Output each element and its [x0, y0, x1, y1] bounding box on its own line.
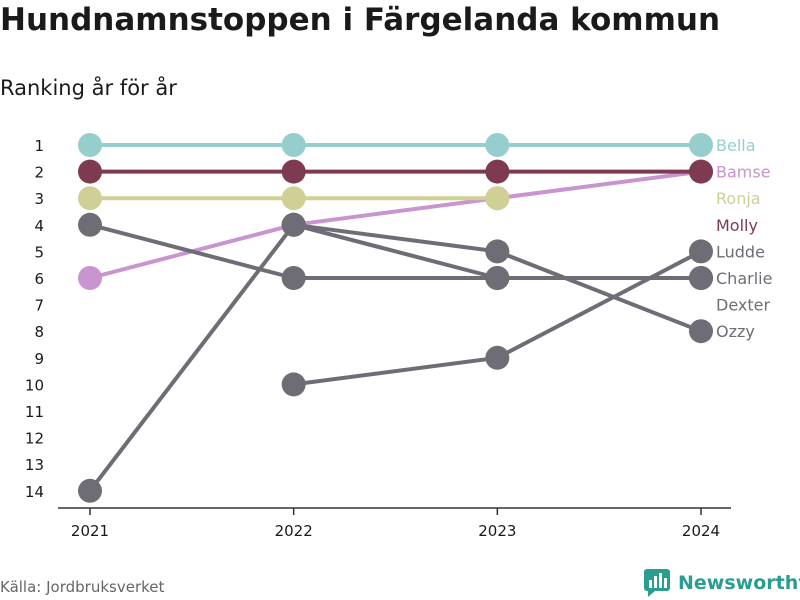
- y-tick-label: 6: [34, 270, 44, 288]
- chart-title: Hundnamnstoppen i Färgelanda kommun: [0, 2, 721, 38]
- data-point-bella: [689, 133, 713, 157]
- data-point-ludde: [281, 372, 306, 397]
- data-point-dexter: [689, 266, 713, 290]
- data-point-molly: [485, 159, 510, 184]
- series-label-ludde: Ludde: [716, 242, 765, 261]
- series-line-bamse: [495, 169, 703, 201]
- y-tick-label: 4: [34, 217, 44, 235]
- y-tick-label: 10: [25, 376, 44, 394]
- series-labels: Bella Bamse Ronja Molly Ludde Charlie Dexter Oz…: [716, 136, 772, 341]
- data-point-ozzy: [281, 212, 306, 237]
- y-tick-label: 9: [34, 350, 44, 368]
- data-point-dexter: [78, 478, 102, 503]
- series-line-dexter: [88, 222, 296, 493]
- data-point-bamse: [78, 266, 102, 290]
- series-lines: [88, 143, 703, 493]
- y-tick-label: 5: [34, 243, 44, 261]
- data-point-molly: [689, 159, 713, 184]
- data-point-ludde: [689, 239, 713, 264]
- x-tick-label: 2024: [682, 522, 720, 540]
- y-tick-label: 11: [25, 403, 44, 421]
- series-label-dexter: Dexter: [716, 296, 770, 315]
- data-point-charlie: [78, 212, 102, 237]
- chart-subtitle: Ranking år för år: [0, 76, 177, 100]
- series-points: [78, 133, 713, 503]
- source-note: Källa: Jordbruksverket: [0, 578, 165, 596]
- data-point-ronja: [485, 186, 510, 211]
- brand-name: Newsworthy: [678, 572, 800, 594]
- data-point-charlie: [281, 266, 306, 290]
- data-point-ronja: [78, 186, 102, 211]
- x-tick-label: 2022: [275, 522, 313, 540]
- series-label-bamse: Bamse: [716, 163, 771, 182]
- y-tick-label: 14: [25, 483, 44, 501]
- x-tick-label: 2023: [478, 522, 516, 540]
- data-point-molly: [281, 159, 306, 184]
- series-line-ozzy: [495, 249, 703, 334]
- data-point-ronja: [281, 186, 306, 211]
- newsworthy-icon: [644, 569, 670, 597]
- data-point-molly: [78, 159, 102, 184]
- y-tick-label: 7: [34, 297, 44, 315]
- x-tick-label: 2021: [71, 522, 109, 540]
- series-line-dexter: [291, 222, 500, 280]
- x-axis: 2021 2022 2023 2024: [58, 507, 731, 540]
- data-point-bella: [281, 133, 306, 157]
- data-point-ludde: [485, 345, 510, 370]
- y-tick-label: 8: [34, 323, 44, 341]
- y-tick-label: 13: [25, 456, 44, 474]
- series-line-bamse: [291, 196, 500, 227]
- y-tick-label: 12: [25, 430, 44, 448]
- y-tick-label: 1: [34, 137, 44, 155]
- y-tick-label: 3: [34, 190, 44, 208]
- data-point-bella: [78, 133, 102, 157]
- series-line-ludde: [495, 249, 703, 360]
- y-tick-label: 2: [34, 164, 44, 182]
- series-line-ludde: [291, 355, 500, 387]
- data-point-bella: [485, 133, 510, 157]
- brand-logo: Newsworthy: [644, 569, 800, 597]
- data-point-dexter: [485, 266, 510, 290]
- series-label-bella: Bella: [716, 136, 756, 155]
- data-point-ozzy: [485, 239, 510, 264]
- series-label-molly: Molly: [716, 216, 758, 235]
- data-point-ozzy: [689, 319, 713, 344]
- series-label-charlie: Charlie: [716, 269, 772, 288]
- series-line-ozzy: [291, 222, 500, 254]
- series-label-ozzy: Ozzy: [716, 322, 755, 341]
- series-label-ronja: Ronja: [716, 189, 761, 208]
